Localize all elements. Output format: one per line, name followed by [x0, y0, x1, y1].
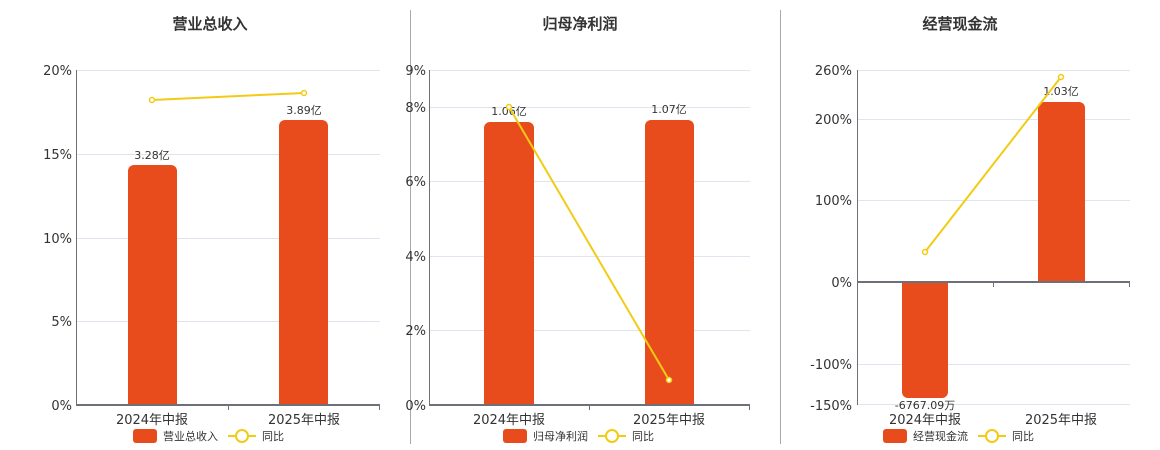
yoy-line — [151, 92, 305, 101]
y-axis-ticks: 20% 15% 10% 5% 0% — [43, 64, 72, 414]
bar-2024[interactable] — [902, 282, 948, 398]
yoy-point[interactable] — [505, 103, 513, 111]
svg-text:-100%: -100% — [810, 358, 852, 373]
chart-title-net-profit: 归母净利润 — [542, 15, 618, 33]
legend-line-swatch[interactable] — [228, 429, 256, 443]
y-axis-ticks: 9% 8% 6% 4% 2% 0% — [405, 64, 426, 414]
svg-text:6%: 6% — [405, 175, 426, 190]
svg-text:2%: 2% — [405, 324, 426, 339]
legend-line-label[interactable]: 同比 — [262, 430, 284, 443]
x-label-2025: 2025年中报 — [633, 413, 705, 428]
x-label-2025: 2025年中报 — [268, 413, 340, 428]
svg-text:4%: 4% — [405, 250, 426, 265]
gridlines — [77, 70, 380, 322]
legend-bar-label[interactable]: 营业总收入 — [163, 430, 218, 443]
bar-label-2025: 3.89亿 — [286, 104, 322, 117]
x-label-2024: 2024年中报 — [473, 413, 545, 428]
x-label-2025: 2025年中报 — [1025, 413, 1097, 428]
bar-label-2024: 1.06亿 — [491, 105, 527, 118]
svg-text:15%: 15% — [43, 148, 72, 163]
bar-2025[interactable] — [645, 120, 694, 405]
svg-text:200%: 200% — [815, 113, 852, 128]
bar-label-2024: 3.28亿 — [134, 149, 170, 162]
bar-label-2024: -6767.09万 — [895, 399, 955, 412]
svg-text:0%: 0% — [831, 276, 852, 291]
svg-text:0%: 0% — [405, 399, 426, 414]
panel-divider — [780, 10, 781, 444]
svg-text:20%: 20% — [43, 64, 72, 79]
net-profit-chart: 9% 8% 6% 4% 2% 0% 1.06亿 1.07亿 2024年中报 20… — [405, 64, 750, 428]
panel-divider — [410, 10, 411, 444]
legend-bar-swatch[interactable] — [883, 429, 907, 443]
y-axis-ticks: 260% 200% 100% 0% -100% -150% — [810, 64, 852, 414]
gridlines — [858, 70, 1130, 405]
yoy-point[interactable] — [1057, 73, 1065, 81]
legend-line-label[interactable]: 同比 — [1012, 430, 1034, 443]
revenue-chart: 20% 15% 10% 5% 0% 3.28亿 3.89亿 2024年中报 20… — [43, 64, 380, 428]
gridlines — [430, 70, 750, 331]
svg-text:-150%: -150% — [810, 399, 852, 414]
yoy-line — [508, 106, 670, 381]
yoy-line — [924, 76, 1062, 253]
yoy-point[interactable] — [665, 376, 673, 384]
bar-2024[interactable] — [484, 122, 534, 405]
bar-label-2025: 1.07亿 — [651, 103, 687, 116]
svg-text:9%: 9% — [405, 64, 426, 79]
legend-revenue: 营业总收入 同比 — [133, 428, 284, 444]
yoy-point[interactable] — [921, 248, 929, 256]
legend-bar-swatch[interactable] — [133, 429, 157, 443]
legend-line-label[interactable]: 同比 — [632, 430, 654, 443]
legend-bar-label[interactable]: 归母净利润 — [533, 430, 588, 443]
bar-2024[interactable] — [128, 165, 177, 405]
x-label-2024: 2024年中报 — [116, 413, 188, 428]
bar-2025[interactable] — [279, 120, 328, 405]
bar-2025[interactable] — [1038, 102, 1085, 282]
chart-title-operating-cashflow: 经营现金流 — [922, 15, 998, 33]
legend-bar-swatch[interactable] — [503, 429, 527, 443]
legend-bar-label[interactable]: 经营现金流 — [913, 430, 968, 443]
legend-line-swatch[interactable] — [598, 429, 626, 443]
legend-operating-cashflow: 经营现金流 同比 — [883, 428, 1034, 444]
svg-text:100%: 100% — [815, 194, 852, 209]
legend-net-profit: 归母净利润 同比 — [503, 428, 654, 444]
svg-text:5%: 5% — [51, 315, 72, 330]
svg-text:0%: 0% — [51, 399, 72, 414]
chart-title-revenue: 营业总收入 — [172, 15, 248, 33]
svg-text:260%: 260% — [815, 64, 852, 79]
yoy-point[interactable] — [148, 96, 156, 104]
svg-text:10%: 10% — [43, 232, 72, 247]
svg-text:8%: 8% — [405, 101, 426, 116]
x-label-2024: 2024年中报 — [889, 413, 961, 428]
legend-line-swatch[interactable] — [978, 429, 1006, 443]
yoy-point[interactable] — [300, 89, 308, 97]
